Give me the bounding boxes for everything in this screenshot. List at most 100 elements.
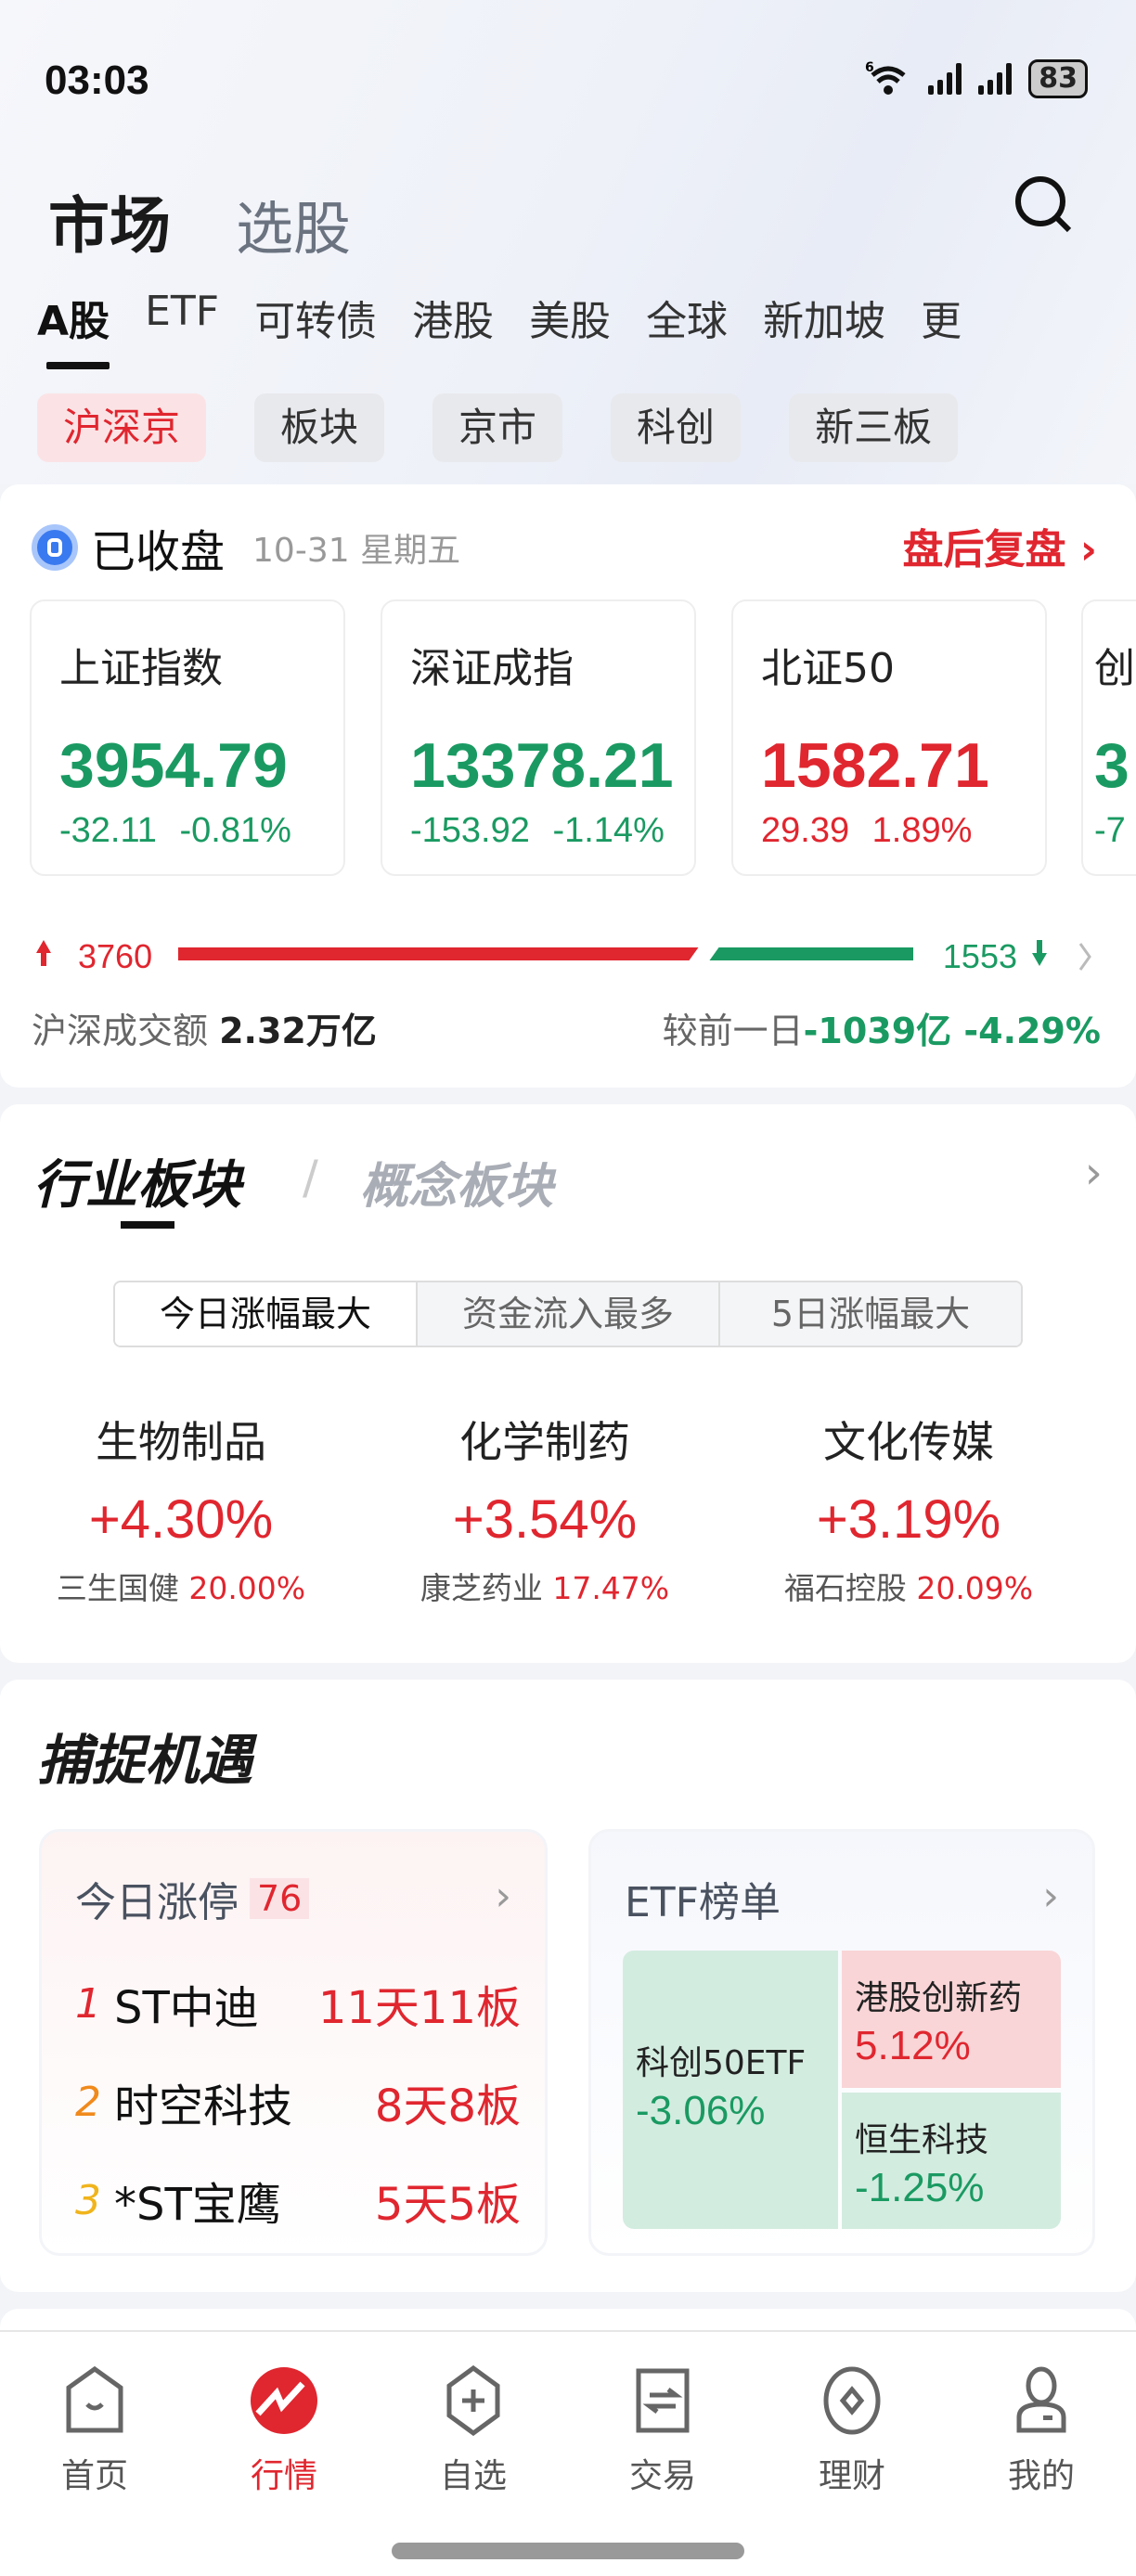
index-card-sse[interactable]: 上证指数 3954.79 -32.11 -0.81% xyxy=(30,599,345,876)
home-icon xyxy=(66,2365,123,2433)
etf-ranking-card[interactable]: ETF榜单 › 科创50ETF -3.06% 港股创新药 5.12% 恒生科技 -1.… xyxy=(588,1829,1095,2256)
sector-item[interactable]: 生物制品 +4.30% 三生国健 20.00% xyxy=(0,1409,362,1608)
chip-sectors[interactable]: 板块 xyxy=(254,393,385,462)
nav-wealth[interactable]: 理财 xyxy=(787,2365,917,2497)
chevron-right-icon xyxy=(1078,943,1091,971)
index-card-chinext[interactable]: 创 3 -7 xyxy=(1081,599,1136,876)
chip-neeq[interactable]: 新三板 xyxy=(789,393,959,462)
etf-tile[interactable]: 科创50ETF -3.06% xyxy=(623,1951,838,2229)
index-value: 3954.79 xyxy=(59,730,288,801)
tab-etf[interactable]: ETF xyxy=(145,288,220,335)
nav-label: 我的 xyxy=(1007,2457,1075,2495)
chip-hs-bj[interactable]: 沪深京 xyxy=(37,393,207,462)
up-count: 3760 xyxy=(78,937,152,975)
search-icon[interactable] xyxy=(1012,173,1077,238)
market-tabs: A股 ETF 可转债 港股 美股 全球 新加坡 更 xyxy=(37,288,1136,347)
down-arrow-icon xyxy=(1032,940,1047,966)
index-value: 3 xyxy=(1094,730,1130,801)
tab-more[interactable]: 更 xyxy=(921,298,962,345)
page-title-market[interactable]: 市场 xyxy=(48,190,171,262)
nav-trade[interactable]: 交易 xyxy=(598,2365,728,2497)
etf-ranking-title: ETF榜单 xyxy=(625,1879,781,1926)
tab-hk[interactable]: 港股 xyxy=(412,298,495,345)
closed-icon xyxy=(32,524,78,571)
limit-up-title: 今日涨停 xyxy=(75,1879,239,1926)
signal-icon-1 xyxy=(928,63,962,95)
sector-leader: 三生国健 20.00% xyxy=(56,1570,306,1606)
market-status: 已收盘 10-31 星期五 xyxy=(32,515,460,580)
etf-tile[interactable]: 港股创新药 5.12% xyxy=(842,1951,1061,2088)
limit-up-row[interactable]: 3 *ST宝鹰 5天5板 xyxy=(75,2176,521,2232)
active-tab-indicator xyxy=(46,362,110,369)
turnover-compare: 较前一日-1039亿 -4.29% xyxy=(662,1011,1101,1051)
index-value: 1582.71 xyxy=(761,730,989,801)
tab-convertible[interactable]: 可转债 xyxy=(254,298,378,345)
index-card-szse[interactable]: 深证成指 13378.21 -153.92 -1.14% xyxy=(381,599,696,876)
nav-label: 交易 xyxy=(628,2457,696,2495)
market-icon xyxy=(251,2367,317,2434)
index-card-bse50[interactable]: 北证50 1582.71 29.39 1.89% xyxy=(731,599,1047,876)
nav-label: 理财 xyxy=(818,2457,885,2495)
up-arrow-icon xyxy=(36,940,51,966)
index-name: 深证成指 xyxy=(410,645,574,692)
nav-label: 首页 xyxy=(60,2457,128,2495)
limit-up-row[interactable]: 2 时空科技 8天8板 xyxy=(75,2078,521,2133)
index-change: -153.92 -1.14% xyxy=(410,811,665,850)
sector-ranking-segments: 今日涨幅最大 资金流入最多 5日涨幅最大 xyxy=(113,1281,1023,1347)
nav-home[interactable]: 首页 xyxy=(30,2365,160,2497)
index-name: 上证指数 xyxy=(59,645,223,692)
nav-label: 自选 xyxy=(439,2457,507,2495)
down-count: 1553 xyxy=(943,937,1017,975)
sub-chips: 沪深京 板块 京市 科创 新三板 xyxy=(37,393,959,462)
chevron-right-icon[interactable]: › xyxy=(495,1873,511,1920)
home-indicator[interactable] xyxy=(392,2543,744,2559)
index-change: -32.11 -0.81% xyxy=(59,811,291,850)
sector-leader: 康芝药业 17.47% xyxy=(420,1570,670,1606)
review-link-label: 盘后复盘 xyxy=(902,526,1066,573)
battery-icon: 83 xyxy=(1028,59,1088,98)
limit-up-card[interactable]: 今日涨停 76 › 1 ST中迪 11天11板 2 时空科技 8天8板 3 *ST宝鹰 5天5… xyxy=(39,1829,548,2256)
advance-decline-bar[interactable]: 3760 1553 xyxy=(33,933,1110,979)
nav-watchlist[interactable]: 自选 xyxy=(408,2364,538,2497)
tab-a-shares[interactable]: A股 xyxy=(37,298,110,345)
chip-star[interactable]: 科创 xyxy=(611,393,742,462)
sector-leader: 福石控股 20.09% xyxy=(783,1570,1034,1606)
index-value: 13378.21 xyxy=(410,730,674,801)
limit-up-row[interactable]: 1 ST中迪 11天11板 xyxy=(75,1979,521,2035)
segment-top-inflow[interactable]: 资金流入最多 xyxy=(416,1282,718,1346)
tab-industry-sectors[interactable]: 行业板块 xyxy=(33,1155,241,1216)
segment-5day-gainers[interactable]: 5日涨幅最大 xyxy=(718,1282,1021,1346)
post-market-review-link[interactable]: 盘后复盘 › xyxy=(902,526,1097,573)
down-bar xyxy=(709,947,913,960)
wifi-icon: 6 xyxy=(865,60,906,95)
tab-global[interactable]: 全球 xyxy=(646,298,729,345)
chevron-right-icon[interactable]: › xyxy=(1042,1873,1059,1920)
sector-item[interactable]: 文化传媒 +3.19% 福石控股 20.09% xyxy=(728,1409,1090,1608)
industry-tab-indicator xyxy=(121,1221,174,1229)
status-time: 03:03 xyxy=(45,58,149,103)
turnover: 沪深成交额 2.32万亿 xyxy=(32,1011,377,1051)
sector-pct: +3.54% xyxy=(452,1489,638,1550)
nav-market[interactable]: 行情 xyxy=(219,2365,349,2497)
nav-label: 行情 xyxy=(250,2457,317,2495)
sector-name: 文化传媒 xyxy=(823,1417,994,1467)
etf-tile[interactable]: 恒生科技 -1.25% xyxy=(842,2093,1061,2229)
wifi-label: 6 xyxy=(865,60,874,75)
sector-pct: +4.30% xyxy=(88,1489,274,1550)
market-date: 10-31 星期五 xyxy=(252,532,461,570)
tab-concept-sectors[interactable]: 概念板块 xyxy=(360,1159,554,1215)
tab-us[interactable]: 美股 xyxy=(529,298,612,345)
chevron-right-icon[interactable]: › xyxy=(1084,1147,1103,1199)
profile-icon xyxy=(1016,2366,1066,2433)
industry-section xyxy=(0,1104,1136,1663)
chip-beijing[interactable]: 京市 xyxy=(432,393,563,462)
signal-icon-2 xyxy=(978,63,1013,95)
wealth-icon xyxy=(823,2366,881,2435)
sector-item[interactable]: 化学制药 +3.54% 康芝药业 17.47% xyxy=(364,1409,726,1608)
tab-stock-picker[interactable]: 选股 xyxy=(236,195,352,263)
index-change: 29.39 1.89% xyxy=(761,811,973,850)
tab-singapore[interactable]: 新加坡 xyxy=(763,298,886,345)
sector-name: 化学制药 xyxy=(459,1417,630,1467)
nav-profile[interactable]: 我的 xyxy=(976,2365,1106,2497)
segment-top-gainers[interactable]: 今日涨幅最大 xyxy=(115,1282,416,1346)
